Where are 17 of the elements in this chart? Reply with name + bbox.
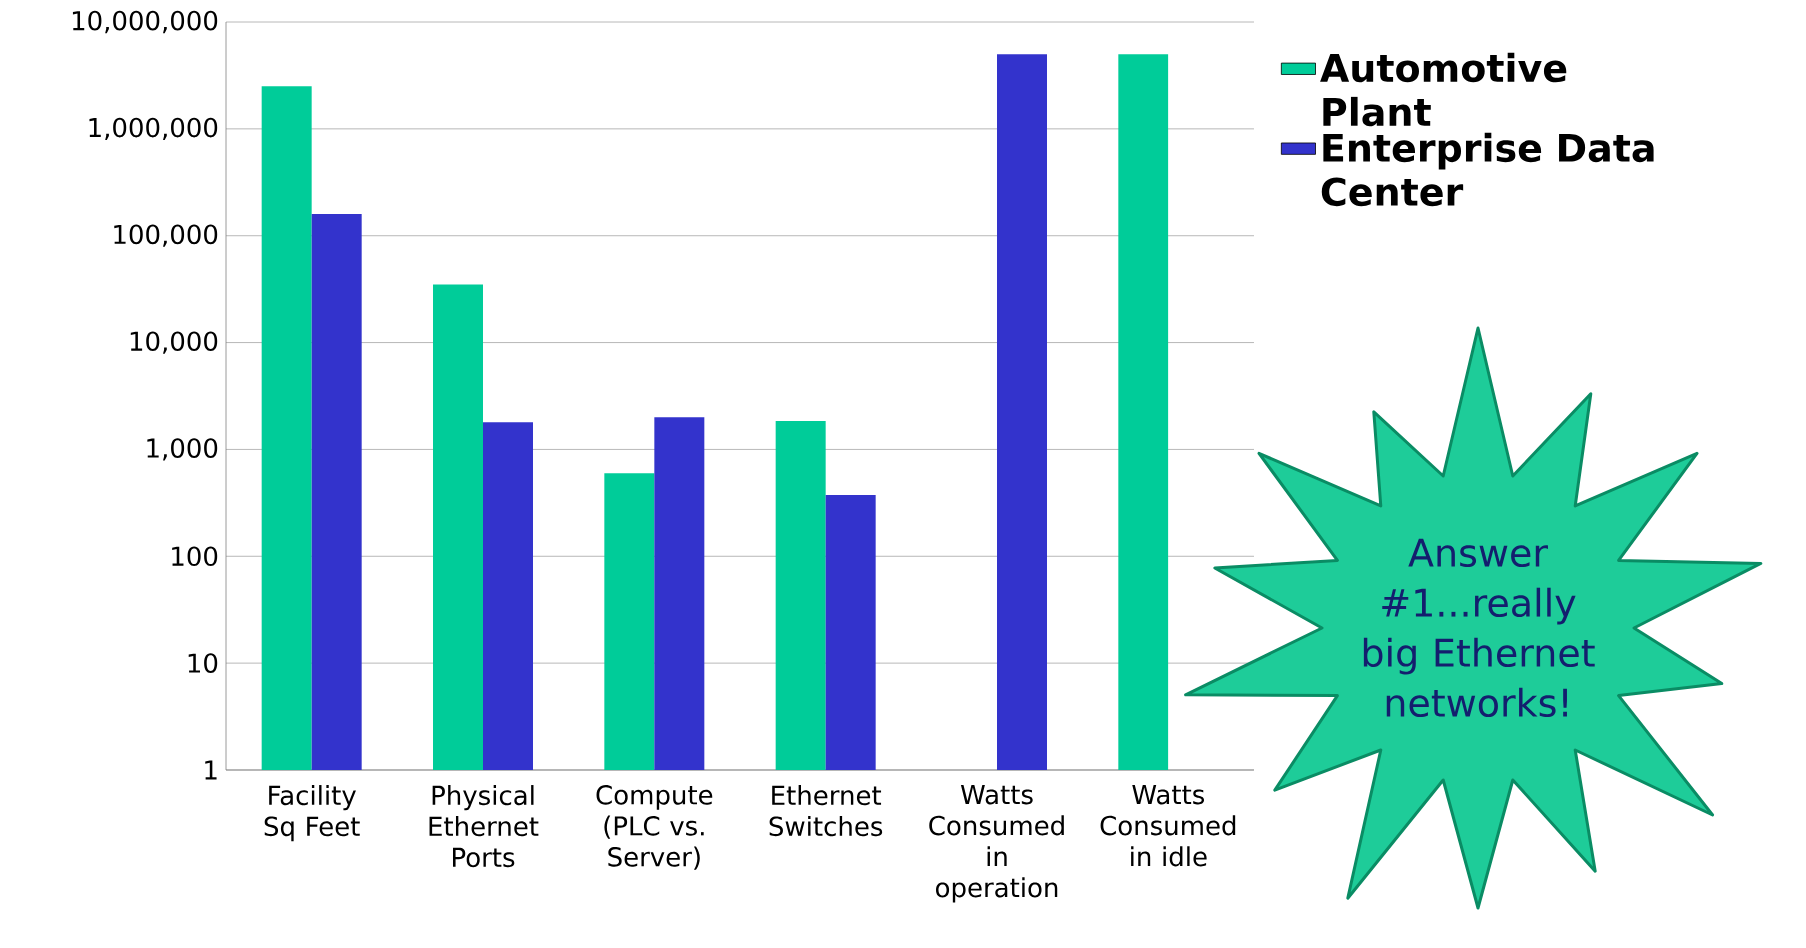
x-tick-label: Ethernet Switches	[769, 785, 883, 837]
y-tick-label: 100	[172, 546, 218, 567]
y-tick-label: 100,000	[114, 224, 218, 247]
y-tick-label: 1,000	[147, 438, 218, 461]
x-tick-label: Watts Consumed in operation	[929, 785, 1064, 903]
legend-label: Enterprise Data Center	[1321, 132, 1654, 207]
x-tick-label: Watts Consumed in idle	[1100, 785, 1236, 867]
y-tick-label: 10	[188, 653, 218, 673]
y-tick-label: 1,000,000	[89, 117, 218, 141]
x-tick-label: Physical Ethernet Ports	[429, 785, 539, 868]
y-tick-label: 1	[205, 760, 217, 780]
y-tick-label: 10,000,000	[72, 10, 218, 34]
x-tick-label: Facility Sq Feet	[264, 785, 360, 842]
y-tick-label: 10,000	[130, 331, 218, 354]
text: Answer #1...really big Ethernet networks!	[1363, 538, 1595, 718]
x-tick-label: Compute (PLC vs. Server)	[596, 785, 713, 870]
legend-label: Automotive Plant	[1320, 52, 1567, 127]
